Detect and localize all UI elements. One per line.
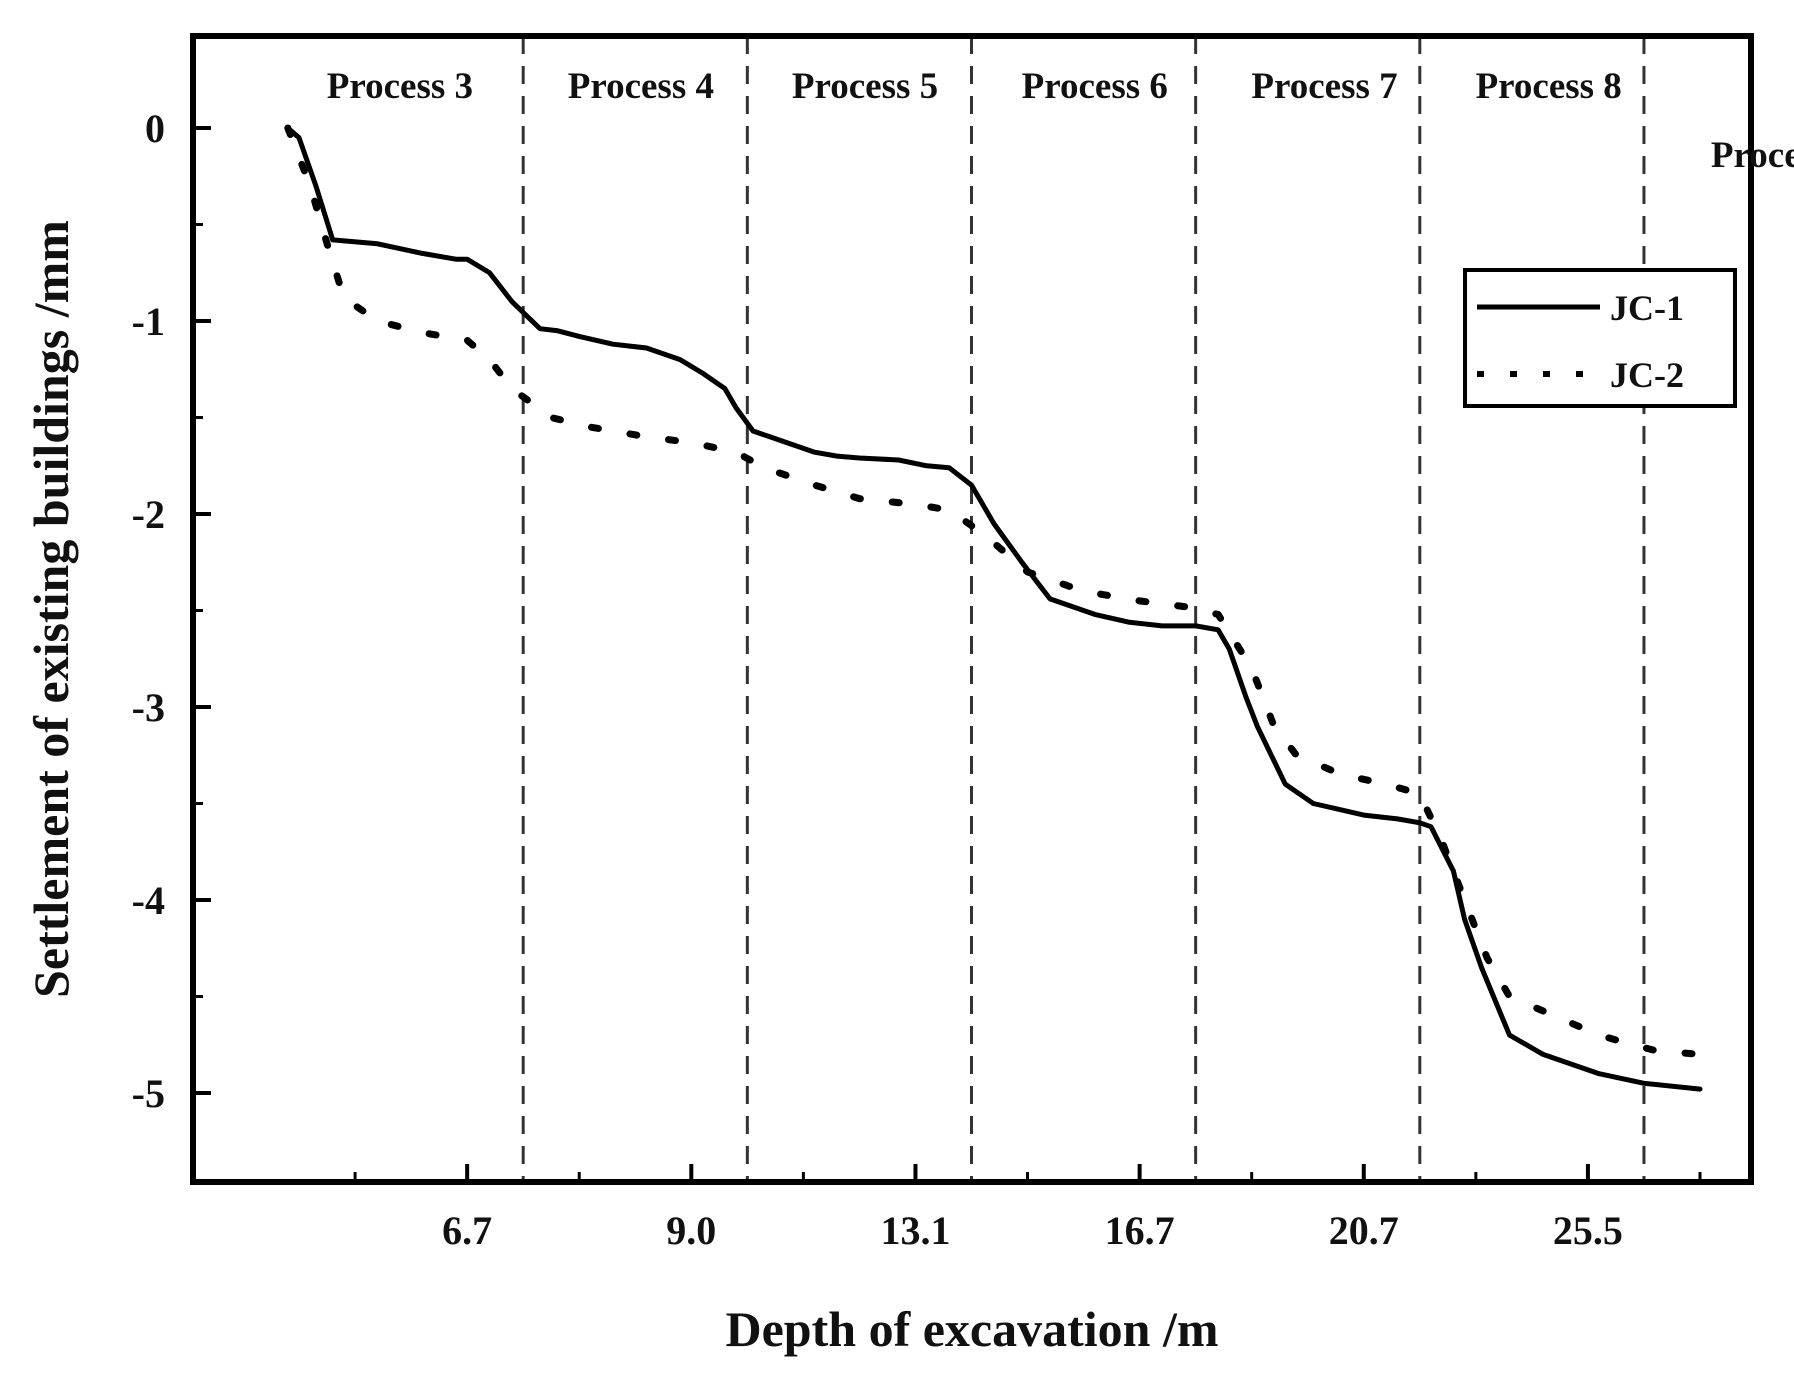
y-tick-label: -4 <box>132 878 165 923</box>
process-label-5: Process 5 <box>792 66 938 107</box>
x-axis-title: Depth of excavation /m <box>726 1301 1219 1357</box>
x-tick-label: 20.7 <box>1329 1208 1399 1253</box>
process-labels: Process 3 Process 4 Process 5 Process 6 Proc… <box>327 66 1794 176</box>
axis-ticks: 0 -1 -2 -3 -4 -5 6.7 9.0 13.1 16.7 20.7 25.5 <box>132 106 1702 1253</box>
process-label-7: Process 7 <box>1251 66 1397 107</box>
process-label-9: Process 9 <box>1711 135 1794 176</box>
legend-label-jc-1: JC-1 <box>1610 288 1684 328</box>
y-tick-label: -1 <box>132 299 165 344</box>
process-label-4: Process 4 <box>568 66 714 107</box>
x-tick-label: 25.5 <box>1553 1208 1623 1253</box>
legend-box <box>1463 268 1737 408</box>
process-label-6: Process 6 <box>1022 66 1168 107</box>
process-boundaries <box>521 36 1646 1182</box>
x-tick-label: 9.0 <box>666 1208 716 1253</box>
y-tick-label: -5 <box>132 1071 165 1116</box>
series-line-jc-2 <box>284 124 1704 1058</box>
series-line-jc-1 <box>285 125 1703 1092</box>
process-label-8: Process 8 <box>1476 66 1622 107</box>
process-label-3: Process 3 <box>327 66 473 107</box>
legend-label-jc-2: JC-2 <box>1610 355 1684 395</box>
x-tick-label: 13.1 <box>880 1208 950 1253</box>
y-tick-label: -2 <box>132 492 165 537</box>
series-layer <box>284 124 1704 1092</box>
x-tick-label: 6.7 <box>442 1208 492 1253</box>
y-tick-label: -3 <box>132 685 165 730</box>
y-axis-title: Settlement of existing buildings /mm <box>23 220 79 998</box>
legend: JC-1 JC-2 <box>1463 268 1737 408</box>
y-tick-label: 0 <box>145 106 165 151</box>
x-tick-label: 16.7 <box>1105 1208 1175 1253</box>
